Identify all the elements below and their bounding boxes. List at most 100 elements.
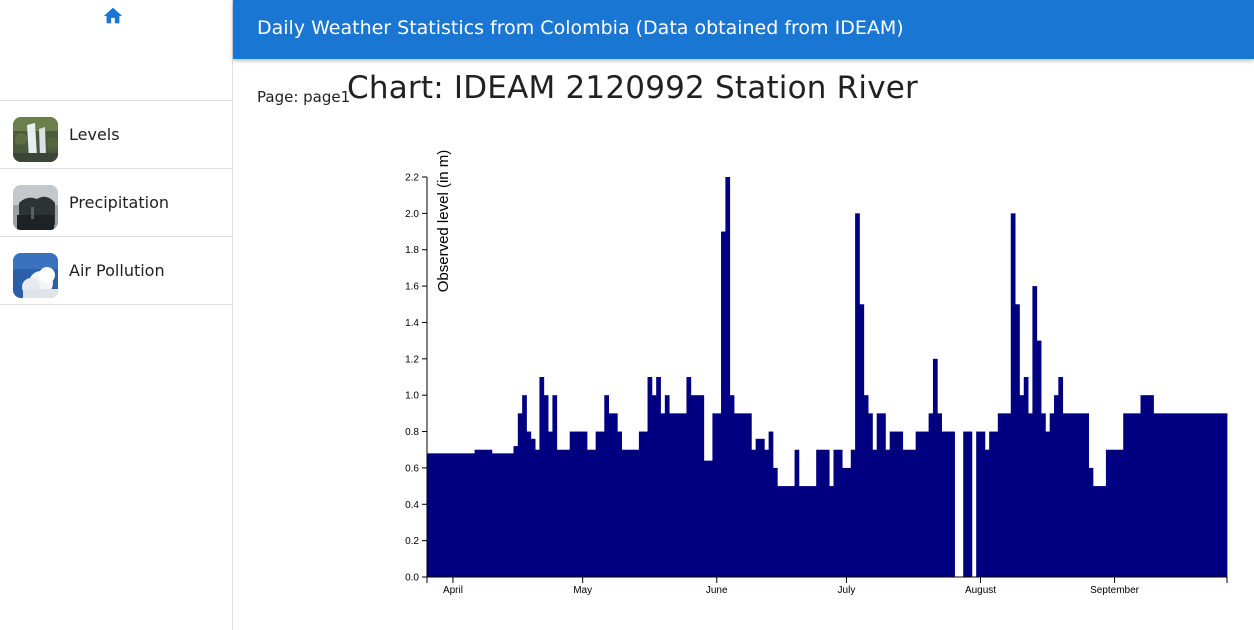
bar bbox=[604, 395, 610, 577]
bar bbox=[876, 413, 882, 577]
bar bbox=[842, 467, 847, 577]
bar bbox=[984, 449, 990, 577]
bar bbox=[829, 486, 834, 577]
bar bbox=[712, 413, 718, 577]
bar bbox=[504, 453, 510, 577]
bar bbox=[885, 449, 891, 577]
bar bbox=[725, 177, 731, 577]
sidebar-menu: Levels Precipitation bbox=[0, 100, 232, 305]
bar bbox=[742, 413, 748, 577]
bar bbox=[522, 395, 527, 577]
bar bbox=[465, 453, 471, 577]
bar bbox=[794, 449, 800, 577]
bar bbox=[574, 431, 579, 577]
bar bbox=[790, 486, 795, 577]
bar bbox=[1092, 486, 1098, 577]
bar bbox=[1123, 413, 1128, 577]
bar bbox=[1088, 467, 1094, 577]
bar bbox=[569, 431, 575, 577]
bar bbox=[1045, 431, 1051, 577]
sidebar-item-precipitation[interactable]: Precipitation bbox=[0, 169, 232, 237]
bar bbox=[1097, 486, 1102, 577]
bar bbox=[1144, 395, 1150, 577]
bar bbox=[461, 453, 467, 577]
bar bbox=[427, 453, 432, 577]
home-button[interactable] bbox=[101, 5, 125, 27]
bar bbox=[1127, 413, 1133, 577]
bar bbox=[889, 431, 895, 577]
y-tick-label: 1.2 bbox=[405, 354, 419, 365]
bar bbox=[487, 449, 493, 577]
bar bbox=[907, 449, 912, 577]
bar bbox=[444, 453, 450, 577]
bar bbox=[1015, 304, 1020, 577]
bar bbox=[768, 431, 774, 577]
bar bbox=[500, 453, 506, 577]
bar bbox=[1079, 413, 1085, 577]
bar bbox=[915, 431, 921, 577]
bar bbox=[595, 431, 601, 577]
app-title: Daily Weather Statistics from Colombia (… bbox=[257, 17, 904, 39]
bar bbox=[932, 358, 938, 577]
bar bbox=[781, 486, 787, 577]
bar bbox=[1036, 340, 1042, 577]
bar bbox=[1222, 413, 1228, 577]
bar-chart: 0.0 0.2 0.4 0.6 0.8 1.0 1.2 1.4 1.6 1.8 2.0 2.2 Apr… bbox=[405, 150, 1228, 596]
bar bbox=[703, 460, 709, 577]
bar bbox=[582, 431, 588, 577]
y-tick-label: 0.2 bbox=[405, 536, 419, 547]
bar bbox=[751, 449, 757, 577]
bar bbox=[902, 449, 908, 577]
bar bbox=[1218, 413, 1224, 577]
bar bbox=[556, 449, 562, 577]
bar bbox=[673, 413, 679, 577]
bar bbox=[1179, 413, 1185, 577]
waterfall-thumbnail bbox=[13, 117, 58, 162]
app-header: Daily Weather Statistics from Colombia (… bbox=[233, 0, 1254, 59]
bar bbox=[1105, 449, 1111, 577]
bar bbox=[634, 449, 640, 577]
bar bbox=[474, 449, 480, 577]
bar bbox=[1084, 413, 1090, 577]
bar bbox=[530, 438, 536, 577]
bar bbox=[919, 431, 925, 577]
bar bbox=[517, 413, 523, 577]
sidebar-item-levels[interactable]: Levels bbox=[0, 101, 232, 169]
bar bbox=[721, 231, 726, 578]
bar bbox=[483, 449, 488, 577]
y-tick-label: 0.4 bbox=[405, 500, 419, 511]
x-tick-label: April bbox=[443, 585, 463, 596]
bar bbox=[945, 431, 951, 577]
bar bbox=[993, 431, 999, 577]
bar bbox=[695, 395, 700, 577]
bar bbox=[509, 453, 514, 577]
chart-title: Chart: IDEAM 2120992 Station River bbox=[347, 70, 918, 106]
bar bbox=[898, 431, 904, 577]
bar bbox=[439, 453, 445, 577]
bar bbox=[1157, 413, 1163, 577]
x-tick-label: May bbox=[573, 585, 592, 596]
bar bbox=[1041, 413, 1046, 577]
bar bbox=[621, 449, 627, 577]
bar bbox=[772, 467, 778, 577]
bar bbox=[651, 395, 657, 577]
x-tick-label: June bbox=[706, 585, 728, 596]
bar bbox=[1196, 413, 1202, 577]
bar bbox=[543, 395, 549, 577]
sidebar-item-air-pollution[interactable]: Air Pollution bbox=[0, 237, 232, 305]
bar bbox=[734, 413, 739, 577]
y-tick-label: 2.0 bbox=[405, 209, 419, 220]
bar bbox=[470, 453, 475, 577]
bar bbox=[855, 213, 860, 578]
bar bbox=[798, 486, 804, 577]
y-tick-label: 1.4 bbox=[405, 318, 419, 329]
y-tick-label: 0.0 bbox=[405, 573, 419, 584]
home-icon bbox=[103, 7, 123, 24]
sidebar-item-label: Precipitation bbox=[69, 193, 170, 212]
bar bbox=[747, 413, 752, 577]
bar bbox=[1028, 413, 1033, 577]
bar bbox=[1131, 413, 1137, 577]
bar bbox=[950, 431, 955, 577]
bar bbox=[1110, 449, 1115, 577]
bar bbox=[435, 453, 441, 577]
